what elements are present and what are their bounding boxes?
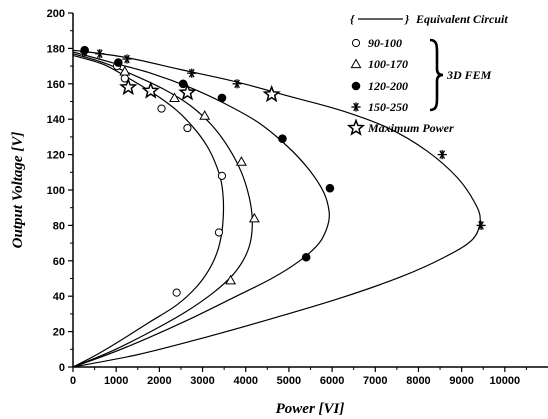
point-150-250-2 (122, 54, 132, 64)
legend-label: 100-170 (368, 57, 408, 71)
curve-90-100 (72, 54, 225, 368)
point-150-250-6 (476, 220, 486, 230)
point-90-100-2 (157, 104, 166, 113)
point-120-200-4 (278, 134, 287, 143)
point-100-170-5 (225, 274, 237, 285)
legend: {} Equivalent Circuit 90-100 100-170 120-200… (346, 12, 508, 136)
point-150-250-1 (95, 49, 105, 59)
y-tick-label: 80 (53, 220, 65, 232)
y-tick-label: 60 (53, 256, 65, 268)
legend-label: 90-100 (368, 36, 402, 50)
curves-layer (72, 49, 481, 368)
legend-label: Equivalent Circuit (415, 12, 508, 26)
point-100-170-3 (235, 156, 247, 166)
legend-label: 150-250 (368, 100, 408, 114)
point-100-170-2 (199, 110, 211, 120)
legend-brace-open: { (350, 12, 355, 26)
point-150-250-5 (437, 150, 447, 160)
point-100-170-4 (248, 212, 260, 223)
point-100-170-0 (119, 65, 131, 76)
y-tick-label: 40 (53, 291, 65, 303)
point-120-200-3 (217, 93, 227, 103)
point-90-100-5 (214, 228, 224, 237)
x-tick-label: 3000 (190, 375, 214, 387)
x-tick-label: 5000 (277, 375, 301, 387)
point-90-100-3 (183, 123, 192, 133)
point-Maximum Power-0 (119, 77, 138, 96)
point-150-250-3 (187, 68, 197, 78)
y-tick-label: 0 (59, 362, 65, 374)
y-tick-label: 120 (47, 150, 65, 162)
legend-label: 120-200 (368, 79, 408, 93)
legend-marker-100-170 (350, 58, 362, 69)
legend-marker-120-200 (351, 81, 361, 91)
axes-layer: 0 1000 2000 3000 4000 5000 6000 7000 8000 9000 100… (47, 8, 548, 387)
curve-150-250 (72, 49, 481, 368)
x-tick-label: 4000 (233, 375, 257, 387)
legend-group-brace (429, 38, 444, 112)
y-axis-title: Output Voltage [V] (10, 132, 26, 249)
point-Maximum Power-2 (178, 83, 197, 101)
y-tick-label: 20 (53, 327, 65, 339)
legend-marker-150-250 (351, 102, 361, 112)
legend-marker-90-100 (351, 38, 361, 48)
markers-layer (80, 45, 486, 297)
y-tick-label: 100 (47, 185, 65, 197)
point-150-250-4 (232, 79, 242, 89)
x-tick-label: 9000 (449, 375, 473, 387)
point-120-200-6 (301, 252, 311, 262)
legend-group-label: 3D FEM (446, 68, 492, 82)
x-tick-label: 10000 (490, 375, 521, 387)
legend-marker-Maximum Power (346, 118, 366, 136)
legend-label: Maximum Power (367, 121, 454, 135)
x-axis-title: Power [VI] (276, 401, 345, 417)
point-90-100-4 (217, 171, 227, 180)
x-tick-label: 0 (70, 375, 76, 387)
legend-brace-close: } (404, 12, 410, 26)
point-120-200-2 (178, 79, 188, 89)
y-tick-label: 140 (47, 114, 65, 126)
point-150-250-0 (80, 47, 90, 57)
y-tick-label: 200 (47, 8, 65, 20)
x-tick-label: 2000 (147, 375, 171, 387)
point-90-100-6 (172, 288, 181, 297)
point-100-170-1 (169, 92, 180, 103)
x-tick-label: 6000 (320, 375, 344, 387)
curve-120-200 (72, 51, 331, 368)
point-120-200-1 (114, 58, 123, 67)
y-tick-label: 160 (47, 79, 65, 91)
x-tick-label: 1000 (104, 375, 128, 387)
curve-100-170 (72, 53, 253, 368)
y-tick-label: 180 (47, 43, 65, 55)
point-120-200-5 (325, 183, 335, 193)
point-Maximum Power-3 (262, 84, 281, 103)
x-tick-label: 7000 (363, 375, 387, 387)
x-tick-label: 8000 (406, 375, 430, 387)
point-Maximum Power-1 (141, 81, 160, 99)
